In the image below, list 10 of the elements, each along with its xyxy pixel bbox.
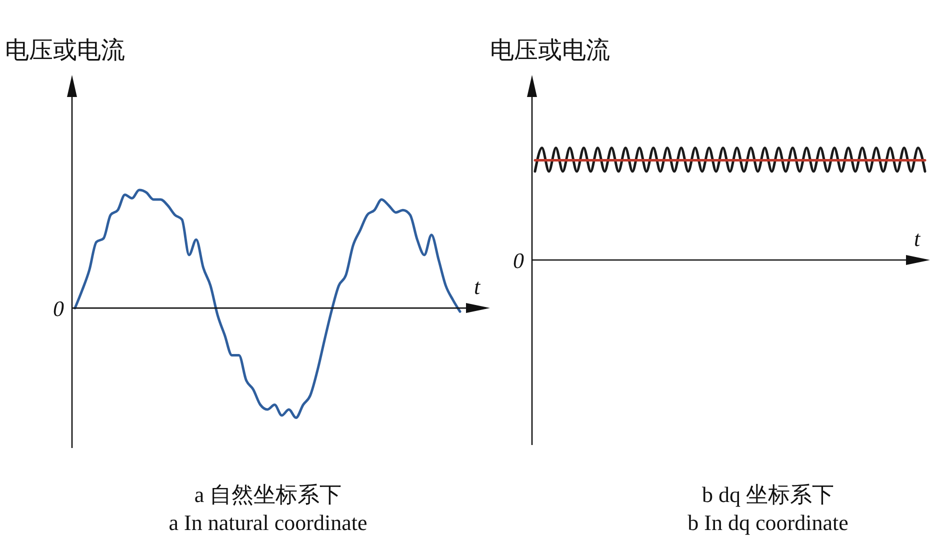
text: a In natural coordinate xyxy=(168,510,368,536)
x-axis-title: t xyxy=(914,226,920,252)
text: 0 xyxy=(53,296,64,322)
y-axis-title: 电压或电流 xyxy=(490,36,610,66)
text: a 自然坐标系下 xyxy=(194,481,342,509)
text: b dq 坐标系下 xyxy=(702,481,834,509)
text: 0 xyxy=(513,248,524,274)
x-axis-title: t xyxy=(474,274,480,300)
y-axis-title: 电压或电流 xyxy=(5,36,125,66)
text: b In dq coordinate xyxy=(688,510,848,536)
